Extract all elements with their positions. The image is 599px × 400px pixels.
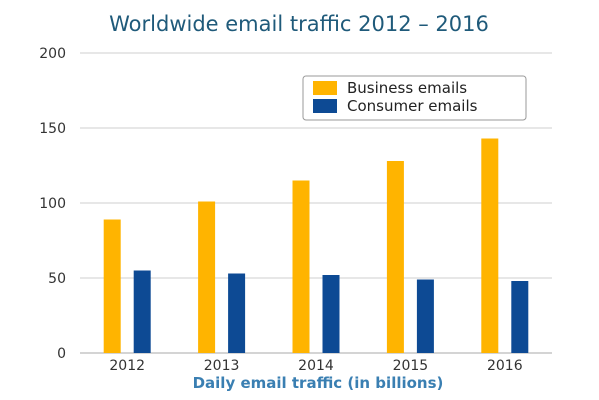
legend-swatch-business xyxy=(313,81,337,95)
y-axis-ticks: 0 50 100 150 200 xyxy=(39,46,66,362)
bar-consumer-2013 xyxy=(228,273,246,353)
legend-box xyxy=(302,75,527,121)
bar-consumer-2012 xyxy=(133,270,151,353)
x-tick-label: 2016 xyxy=(487,358,523,374)
bar-business-2015 xyxy=(386,161,404,353)
y-tick-label: 50 xyxy=(48,271,66,287)
bars xyxy=(103,138,529,353)
bar-business-2016 xyxy=(481,138,499,353)
bar-consumer-2014 xyxy=(322,275,340,353)
y-tick-label: 200 xyxy=(39,46,66,62)
bar-business-2013 xyxy=(198,201,216,353)
x-axis-label: Daily email traffic (in billions) xyxy=(193,374,444,392)
bar-business-2012 xyxy=(103,219,121,353)
bar-business-2014 xyxy=(292,180,310,353)
gridlines xyxy=(80,52,552,354)
chart-title: Worldwide email traffic 2012 – 2016 xyxy=(109,12,489,36)
legend-label-business: Business emails xyxy=(347,79,467,97)
y-tick-label: 100 xyxy=(39,196,66,212)
bar-consumer-2016 xyxy=(511,281,529,353)
legend-swatch-consumer xyxy=(313,99,337,113)
x-tick-label: 2014 xyxy=(298,358,334,374)
legend-label-consumer: Consumer emails xyxy=(347,97,478,115)
y-tick-label: 150 xyxy=(39,121,66,137)
x-tick-label: 2015 xyxy=(393,358,429,374)
x-tick-label: 2012 xyxy=(109,358,145,374)
y-tick-label: 0 xyxy=(57,346,66,362)
bar-consumer-2015 xyxy=(416,279,434,353)
x-tick-label: 2013 xyxy=(204,358,240,374)
x-axis-ticks: 2012 2013 2014 2015 2016 xyxy=(109,358,522,374)
